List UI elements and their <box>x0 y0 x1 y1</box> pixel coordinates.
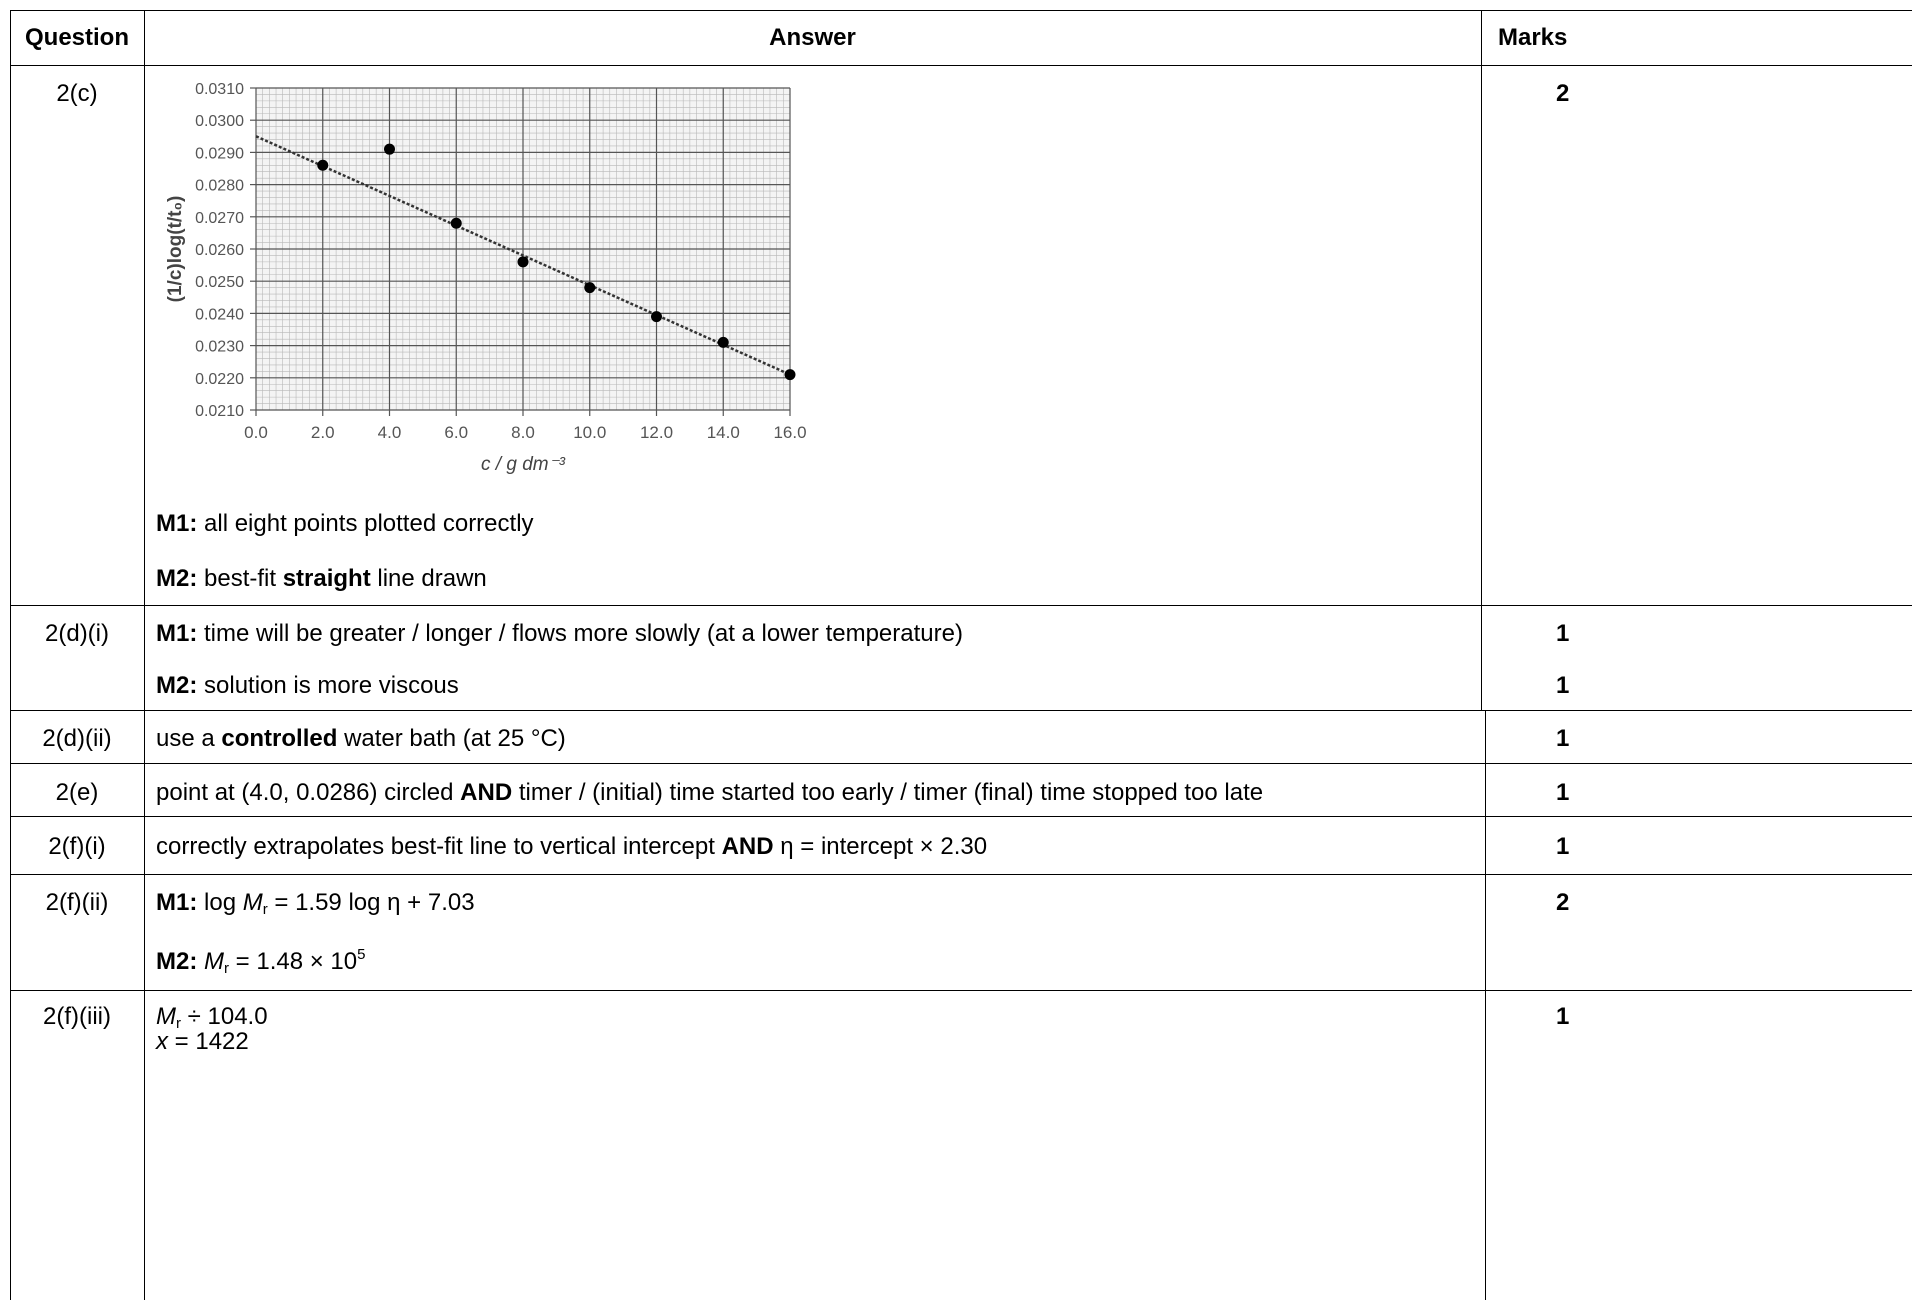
pre: use a <box>156 725 222 752</box>
m2-M: M <box>204 948 225 975</box>
bold: controlled <box>221 725 338 752</box>
post: timer / (initial) time started too early… <box>512 779 1264 806</box>
x-tick-label: 4.0 <box>378 423 402 442</box>
marks-2c: 2 <box>1556 80 1570 107</box>
m2-pre: best-fit <box>197 565 283 592</box>
marks-2dii: 1 <box>1556 725 1570 752</box>
x-tick-label: 2.0 <box>311 423 335 442</box>
marks-2fiii: 1 <box>1556 1003 1570 1030</box>
y-tick-label: 0.0310 <box>195 81 244 98</box>
y-tick-label: 0.0240 <box>195 306 244 323</box>
answer-2di-m1: M1: time will be greater / longer / flow… <box>156 620 963 648</box>
data-point-5 <box>584 282 596 294</box>
answer-2e: point at (4.0, 0.0286) circled AND timer… <box>156 779 1263 807</box>
marks-2fi: 1 <box>1556 833 1570 860</box>
data-point-8 <box>784 369 796 381</box>
question-2fiii: 2(f)(iii) <box>43 1003 111 1030</box>
m2-post: line drawn <box>370 565 487 592</box>
post: η = intercept × 2.30 <box>773 833 988 860</box>
m1-rest: = 1.59 log η + 7.03 <box>267 889 475 916</box>
answer-2fii-m1: M1: log Mr = 1.59 log η + 7.03 <box>156 889 475 918</box>
m2-label: M2: <box>156 948 198 975</box>
post: water bath (at 25 °C) <box>337 725 566 752</box>
x-tick-label: 14.0 <box>707 423 740 442</box>
m1-text: all eight points plotted correctly <box>197 510 534 537</box>
data-point-1 <box>317 159 329 171</box>
marks-2fii: 2 <box>1556 889 1570 916</box>
pre: point at (4.0, 0.0286) circled <box>156 779 461 806</box>
y-tick-label: 0.0220 <box>195 371 244 388</box>
answer-2c-m2: M2: best-fit straight line drawn <box>156 565 487 593</box>
x-tick-label: 10.0 <box>573 423 606 442</box>
marks-2di-m2: 1 <box>1556 672 1570 699</box>
answer-2dii: use a controlled water bath (at 25 °C) <box>156 725 566 753</box>
viscosity-chart: 0.0 2.0 4.0 6.0 8.0 10.0 12.0 14.0 16.0 0.0210 0.0… <box>165 81 807 475</box>
pre: correctly extrapolates best-fit line to … <box>156 833 722 860</box>
m1-label: M1: <box>156 620 198 647</box>
bold: AND <box>721 833 774 860</box>
y-tick-label: 0.0210 <box>195 403 244 420</box>
m2-label: M2: <box>156 672 198 699</box>
x-tick-label: 0.0 <box>244 423 268 442</box>
l2-x: x <box>156 1028 168 1055</box>
y-axis-label: (1/c)log(t/t₀) <box>165 196 186 303</box>
m1-log: log <box>197 889 243 916</box>
m1-text: time will be greater / longer / flows mo… <box>197 620 963 647</box>
m2-text: solution is more viscous <box>197 672 459 699</box>
marks-2e: 1 <box>1556 779 1570 806</box>
x-tick-label: 8.0 <box>511 423 535 442</box>
header-marks-text: Marks <box>1498 24 1568 51</box>
best-fit-line <box>255 135 791 376</box>
answer-2fiii-l2: x = 1422 <box>156 1028 249 1056</box>
l1-M: M <box>156 1003 176 1030</box>
y-tick-label: 0.0290 <box>195 145 244 162</box>
question-2fii: 2(f)(ii) <box>45 889 109 916</box>
question-2c: 2(c) <box>56 80 98 107</box>
x-tick-label: 6.0 <box>444 423 468 442</box>
data-point-7 <box>717 336 729 348</box>
y-tick-label: 0.0250 <box>195 274 244 291</box>
header-answer-text: Answer <box>769 24 856 51</box>
m1-label: M1: <box>156 889 198 916</box>
answer-2fiii-l1: Mr ÷ 104.0 <box>156 1003 268 1032</box>
m2-bold: straight <box>282 565 371 592</box>
m1-M: M <box>242 889 263 916</box>
x-tick-label: 12.0 <box>640 423 673 442</box>
m2-rest: = 1.48 × 10 <box>229 948 358 975</box>
data-point-3 <box>450 217 462 229</box>
y-tick-label: 0.0260 <box>195 242 244 259</box>
m2-label: M2: <box>156 565 198 592</box>
y-tick-label: 0.0280 <box>195 178 244 195</box>
l2-rest: = 1422 <box>168 1028 249 1055</box>
data-point-4 <box>517 256 529 268</box>
answer-2fi: correctly extrapolates best-fit line to … <box>156 833 987 861</box>
m1-label: M1: <box>156 510 198 537</box>
answer-2di-m2: M2: solution is more viscous <box>156 672 459 700</box>
l1-rest: ÷ 104.0 <box>181 1003 268 1030</box>
x-axis-label: c / g dm⁻³ <box>481 454 566 475</box>
data-point-6 <box>651 311 662 323</box>
m2-sup: 5 <box>357 946 366 963</box>
data-point-2 <box>384 143 395 155</box>
question-2di: 2(d)(i) <box>45 620 109 647</box>
y-tick-label: 0.0270 <box>195 210 244 227</box>
answer-2c-m1: M1: all eight points plotted correctly <box>156 510 534 538</box>
question-2e: 2(e) <box>55 779 99 806</box>
m1-sub: r <box>262 901 268 918</box>
l1-sub: r <box>176 1015 181 1032</box>
x-tick-label: 16.0 <box>773 423 806 442</box>
m2-sub: r <box>224 960 230 977</box>
question-2dii: 2(d)(ii) <box>42 725 112 752</box>
marks-2di-m1: 1 <box>1556 620 1570 647</box>
question-2fi: 2(f)(i) <box>48 833 106 860</box>
header-question-text: Question <box>24 24 129 51</box>
y-tick-label: 0.0300 <box>195 113 244 130</box>
bold: AND <box>460 779 513 806</box>
answer-2fii-m2: M2: Mr = 1.48 × 105 <box>156 946 365 977</box>
y-tick-label: 0.0230 <box>195 339 244 356</box>
